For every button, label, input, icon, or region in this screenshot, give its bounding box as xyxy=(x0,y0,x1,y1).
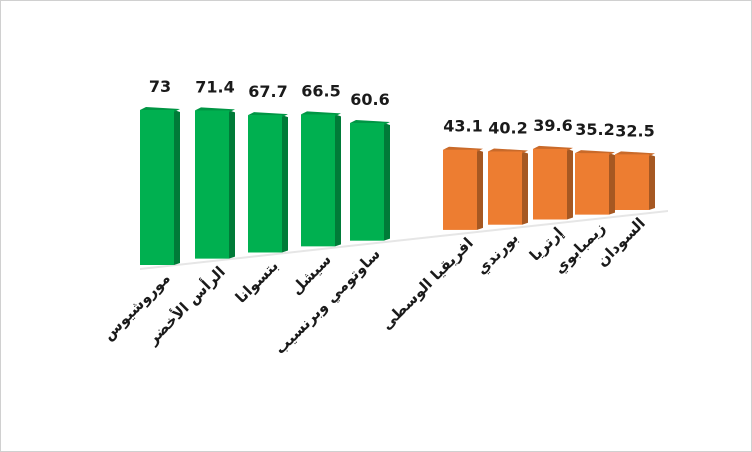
bar-side xyxy=(384,123,390,241)
data-label: 40.2 xyxy=(488,118,527,137)
floor xyxy=(140,210,668,270)
data-label: 39.6 xyxy=(533,116,572,135)
bar xyxy=(533,148,567,220)
data-label: 35.2 xyxy=(575,120,614,139)
bar xyxy=(195,110,229,259)
bar xyxy=(248,115,282,253)
bar xyxy=(301,114,335,247)
data-label: 73 xyxy=(149,77,171,96)
bar xyxy=(140,110,174,265)
bar-side xyxy=(567,148,573,220)
bar xyxy=(488,151,522,225)
bar-side xyxy=(477,149,483,230)
data-label: 60.6 xyxy=(350,90,389,109)
data-label: 32.5 xyxy=(615,121,654,140)
data-label: 66.5 xyxy=(301,81,340,100)
bar xyxy=(615,154,649,210)
bar-side xyxy=(174,110,180,265)
data-label: 67.7 xyxy=(248,82,287,101)
bar-side xyxy=(649,154,655,210)
bar-side xyxy=(522,151,528,225)
data-label: 71.4 xyxy=(195,77,234,96)
bar xyxy=(575,153,609,215)
bar-side xyxy=(609,153,615,215)
bar-side xyxy=(335,114,341,247)
bar xyxy=(443,149,477,230)
bar-side xyxy=(229,110,235,259)
bar xyxy=(350,123,384,241)
bar-side xyxy=(282,115,288,253)
data-label: 43.1 xyxy=(443,117,482,136)
